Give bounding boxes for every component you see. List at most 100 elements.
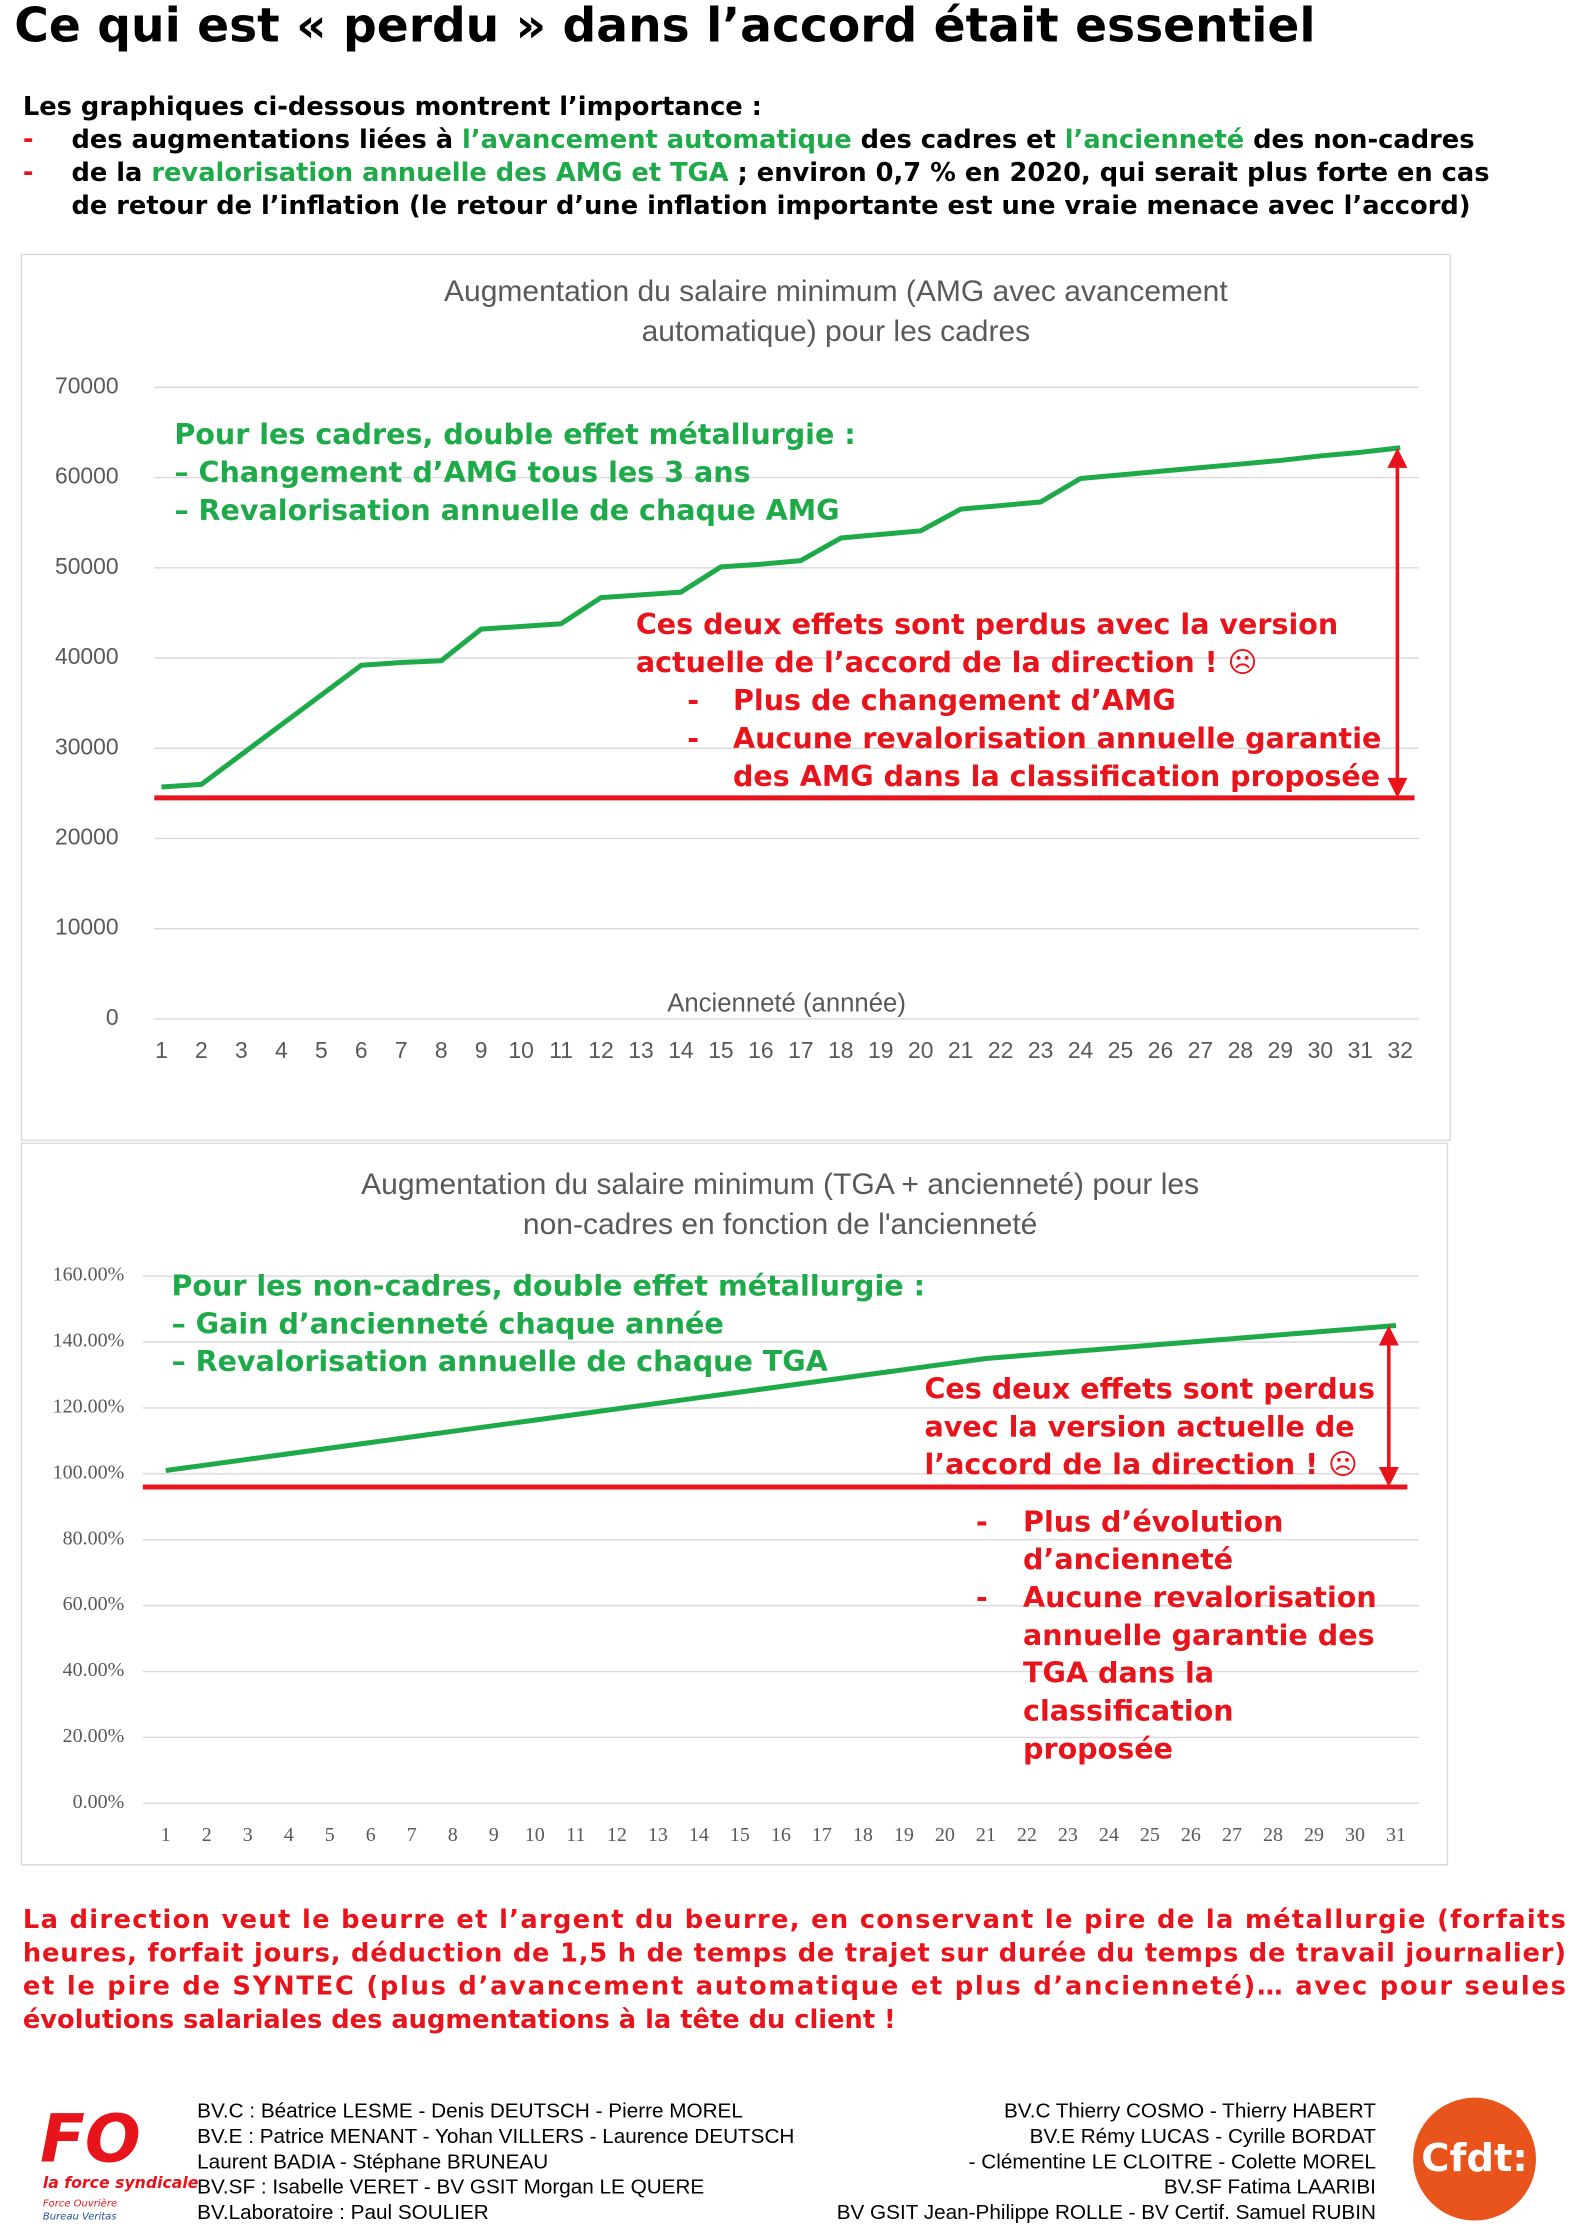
x-tick-label: 4 [275,1037,288,1063]
annotation: classification [1023,1694,1234,1728]
y-tick-label: 10000 [55,914,119,940]
x-tick-label: 23 [1058,1824,1078,1846]
annotation: – Gain d’ancienneté chaque année [171,1306,723,1340]
y-tick-label: 50000 [55,553,119,579]
logo-fo: FO la force syndicale Force Ouvrière Bur… [40,2101,199,2222]
arrow-head [1378,1325,1399,1487]
x-tick-label: 13 [648,1824,668,1846]
bullet: - [687,683,699,717]
x-tick-label: 11 [566,1824,585,1846]
y-tick-label: 140.00% [53,1330,125,1352]
footer-text: BV.E : Patrice MENANT - Yohan VILLERS - … [197,2125,794,2148]
x-tick-label: 14 [668,1037,694,1063]
annotation: avec la version actuelle de [924,1409,1354,1443]
x-tick-label: 8 [448,1824,458,1846]
intro-lead: Les graphiques ci-dessous montrent l’imp… [23,92,762,122]
annotation: Aucune revalorisation [1023,1580,1377,1614]
footer-text: BV GSIT Jean-Philippe ROLLE - BV Certif.… [837,2201,1376,2224]
y-tick-label: 20.00% [63,1725,125,1747]
intro-line: de retour de l’inflation (le retour d’un… [71,190,1470,220]
x-tick-label: 31 [1348,1037,1373,1063]
highlight: revalorisation annuelle des AMG et TGA [151,158,728,188]
x-tick-label: 12 [588,1037,613,1063]
text: des cadres et [852,125,1065,155]
annotation: proposée [1023,1731,1173,1765]
y-tick-label: 30000 [55,733,119,759]
y-tick-label: 120.00% [53,1396,125,1418]
x-tick-label: 18 [828,1037,853,1063]
annotation: – Changement d’AMG tous les 3 ans [174,455,750,489]
chart-frame [20,1142,1449,1866]
x-tick-label: 28 [1228,1037,1253,1063]
footer-text: BV.SF Fatima LAARIBI [1164,2176,1376,2199]
x-tick-label: 21 [948,1037,973,1063]
x-tick-label: 29 [1268,1037,1293,1063]
title: Ce qui est « perdu » dans l’accord était… [14,0,1315,54]
text: des non-cadres [1244,125,1474,155]
x-tick-label: 16 [748,1037,773,1063]
x-tick-label: 31 [1386,1824,1406,1846]
x-tick-label: 19 [868,1037,893,1063]
x-axis-title: Ancienneté (annnée) [667,989,906,1017]
x-tick-label: 9 [475,1037,488,1063]
y-tick-label: 100.00% [53,1461,125,1483]
logo-text: FO [40,2101,141,2177]
x-tick-label: 3 [243,1824,253,1846]
annotation: Plus d’évolution [1023,1504,1283,1538]
chart-frame [20,253,1451,1142]
x-tick-label: 29 [1304,1824,1324,1846]
logo-text: Force Ouvrière [43,2197,117,2209]
bullet: - [23,125,34,155]
x-tick-label: 6 [366,1824,376,1846]
footer-text: BV.E Rémy LUCAS - Cyrille BORDAT [1030,2125,1377,2148]
logo-text: Bureau Veritas [43,2211,117,2222]
x-tick-label: 7 [395,1037,408,1063]
text: de retour de l’inflation (le retour d’un… [71,190,1470,220]
x-tick-label: 22 [1017,1824,1037,1846]
x-tick-label: 4 [284,1824,294,1846]
x-tick-label: 16 [771,1824,791,1846]
x-tick-label: 30 [1345,1824,1365,1846]
x-tick-label: 26 [1148,1037,1173,1063]
x-tick-label: 6 [355,1037,368,1063]
y-tick-label: 0.00% [73,1791,125,1813]
x-tick-label: 7 [407,1824,417,1846]
x-tick-label: 25 [1140,1824,1160,1846]
y-tick-label: 40.00% [63,1659,125,1681]
x-tick-label: 14 [689,1824,709,1846]
footer-text: BV.SF : Isabelle VERET - BV GSIT Morgan … [197,2176,704,2199]
x-tick-label: 25 [1108,1037,1133,1063]
x-tick-label: 15 [730,1824,750,1846]
annotation: Plus de changement d’AMG [733,683,1176,717]
bullet: - [23,158,34,188]
x-tick-label: 24 [1068,1037,1094,1063]
conclusion: et le pire de SYNTEC (plus d’avancement … [23,1972,1566,2002]
annotation: Pour les non-cadres, double effet métall… [171,1269,925,1303]
x-tick-label: 10 [508,1037,533,1063]
y-tick-label: 20000 [55,824,119,850]
footer-text: Laurent BADIA - Stéphane BRUNEAU [197,2150,548,2173]
x-tick-label: 23 [1028,1037,1053,1063]
conclusion: heures, forfait jours, déduction de 1,5 … [23,1938,1566,1968]
footer-text: BV.C : Béatrice LESME - Denis DEUTSCH - … [197,2099,743,2122]
x-tick-label: 32 [1388,1037,1413,1063]
footer-text: BV.Laboratoire : Paul SOULIER [197,2201,489,2224]
annotation: des AMG dans la classification proposée [733,759,1380,793]
intro-line: des augmentations liées à l’avancement a… [71,125,1474,155]
x-tick-label: 19 [894,1824,914,1846]
annotation: l’accord de la direction ! ☹ [924,1447,1357,1481]
bullet: - [687,721,699,755]
x-tick-label: 22 [988,1037,1013,1063]
x-tick-label: 8 [435,1037,448,1063]
footer-text: BV.C Thierry COSMO - Thierry HABERT [1004,2099,1376,2122]
annotation: Aucune revalorisation annuelle garantie [733,721,1381,755]
y-tick-label: 60000 [55,463,119,489]
chart-title: automatique) pour les cadres [642,315,1031,348]
bullet: - [976,1504,988,1538]
x-tick-label: 20 [935,1824,955,1846]
x-tick-label: 24 [1099,1824,1119,1846]
annotation: actuelle de l’accord de la direction ! ☹ [636,645,1258,679]
text: de la [71,158,151,188]
text: des augmentations liées à [71,125,462,155]
